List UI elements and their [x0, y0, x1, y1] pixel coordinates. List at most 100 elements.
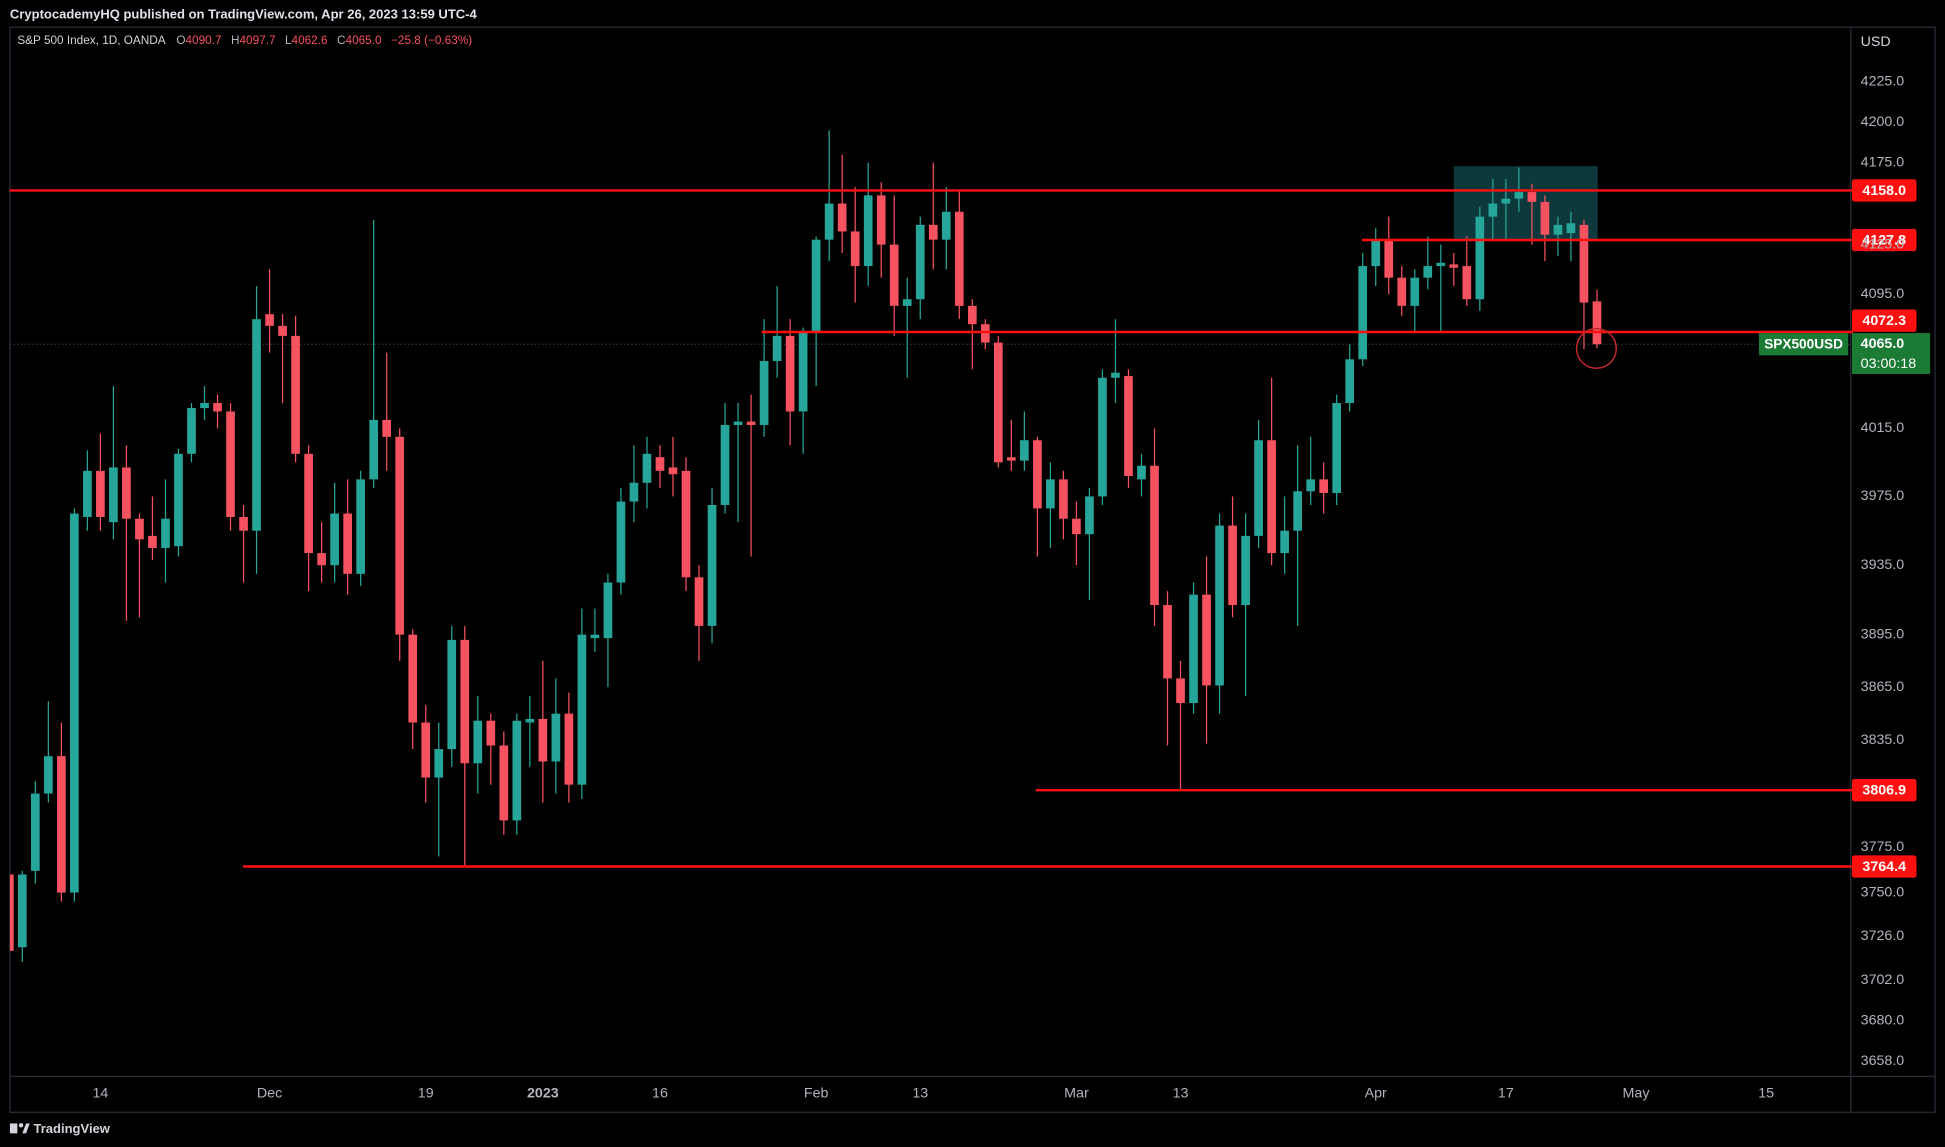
- candle-body: [798, 332, 808, 412]
- candle-body: [252, 319, 261, 531]
- x-tick-label: Mar: [1064, 1085, 1089, 1101]
- candle-body: [1423, 266, 1433, 278]
- legend-key: O: [176, 34, 185, 47]
- candle-body: [161, 518, 170, 548]
- logo-shape: [18, 1123, 24, 1128]
- legend-value: 4065.0: [346, 34, 382, 47]
- level-label: 4158.0: [1862, 183, 1906, 199]
- candle-body: [1488, 203, 1498, 217]
- candle-body: [408, 634, 418, 723]
- candle-body: [720, 424, 730, 505]
- candle-body: [1514, 192, 1524, 199]
- candle-body: [317, 553, 326, 566]
- candle-body: [1397, 277, 1407, 306]
- candle-body: [148, 535, 157, 548]
- candle-body: [434, 749, 444, 778]
- candle-body: [1436, 262, 1446, 267]
- candle-body: [733, 421, 743, 425]
- candle-body: [291, 335, 300, 454]
- candle-body: [668, 467, 678, 475]
- candle-body: [447, 639, 457, 750]
- publisher-text: CryptocademyHQ published on TradingView.…: [10, 6, 478, 21]
- candle-body: [1124, 376, 1133, 476]
- y-tick-label: 3835.0: [1861, 732, 1905, 748]
- candle-body: [629, 482, 639, 502]
- level-label-box: [1851, 309, 1917, 332]
- candle-body: [109, 467, 118, 523]
- x-tick-label: 15: [1758, 1085, 1774, 1101]
- y-tick-label: 3975.0: [1861, 488, 1905, 504]
- x-tick-label: Feb: [804, 1085, 829, 1101]
- candle-body: [785, 335, 795, 412]
- x-tick-label: 14: [92, 1085, 108, 1101]
- candle-body: [1501, 198, 1511, 204]
- candle-body: [824, 203, 834, 240]
- y-tick-label: 3680.0: [1861, 1012, 1905, 1028]
- candle-body: [421, 722, 431, 778]
- candle-body: [928, 224, 938, 240]
- logo-shape: [22, 1123, 30, 1134]
- candle-body: [44, 756, 53, 794]
- candle-body: [590, 634, 600, 639]
- candle-body: [1449, 264, 1459, 268]
- y-tick-label: 3726.0: [1861, 928, 1905, 944]
- candle-body: [538, 718, 548, 762]
- candle-body: [330, 513, 339, 566]
- level-label: 4127.8: [1862, 232, 1906, 248]
- x-tick-label: 13: [1173, 1085, 1189, 1101]
- symbol-label: SPX500USD: [1764, 336, 1843, 351]
- candle-body: [1345, 359, 1355, 404]
- candle-body: [356, 479, 366, 574]
- y-tick-label: 3750.0: [1861, 884, 1905, 900]
- overlay: 4158.0 4127.8 4072.3 3806.9 3764.4 4065.0 03:0…: [1758, 179, 1931, 878]
- candle-body: [265, 314, 274, 326]
- legend-title: S&P 500 Index, 1D, OANDA: [17, 34, 165, 47]
- x-tick-label: 13: [912, 1085, 928, 1101]
- candle-body: [941, 211, 951, 240]
- candle-body: [343, 513, 352, 574]
- current-price-label: 4065.0: [1861, 336, 1905, 352]
- candle-body: [655, 457, 665, 471]
- candle-body: [382, 419, 392, 437]
- candle-body: [57, 756, 66, 893]
- candle-body: [889, 244, 899, 306]
- candle-body: [174, 453, 183, 547]
- candle-body: [1267, 440, 1276, 554]
- candle-body: [512, 720, 522, 821]
- highlight-box: [1453, 166, 1598, 240]
- legend-value: 4062.6: [292, 34, 328, 47]
- x-tick-label: 2023: [527, 1085, 559, 1101]
- candle-body: [850, 231, 860, 267]
- candle-body: [1358, 266, 1368, 360]
- candle-body: [551, 713, 561, 762]
- x-tick-label: 16: [652, 1085, 668, 1101]
- y-tick-label: 3895.0: [1861, 626, 1905, 642]
- y-tick-label: 4225.0: [1861, 74, 1905, 90]
- y-tick-label: 4200.0: [1861, 114, 1905, 130]
- x-tick-label: Apr: [1365, 1085, 1387, 1101]
- level-label-box: [1851, 855, 1917, 878]
- candle-body: [577, 634, 587, 785]
- candle-body: [369, 419, 379, 480]
- candle-body: [1462, 266, 1472, 300]
- candle-body: [1137, 465, 1146, 480]
- candle-body: [954, 211, 964, 306]
- y-tick-label: 3935.0: [1861, 557, 1905, 573]
- candle-body: [239, 516, 248, 531]
- candle-body: [1553, 224, 1563, 235]
- chart-frame: [9, 26, 1936, 1113]
- y-tick-label: 3658.0: [1861, 1053, 1905, 1069]
- candle-body: [1280, 530, 1289, 554]
- legend-value: 4090.7: [186, 34, 222, 47]
- price-axis-unit: USD: [1861, 34, 1891, 50]
- candle-body: [135, 518, 144, 540]
- legend-change: −25.8 (−0.63%): [391, 34, 472, 47]
- candle-body: [1306, 479, 1316, 492]
- candle-body: [1228, 525, 1237, 606]
- candle-body: [1033, 440, 1042, 509]
- candle-body: [1241, 535, 1250, 606]
- candle-body: [473, 720, 483, 764]
- current-price-box: [1851, 333, 1931, 374]
- candle-body: [1579, 224, 1589, 303]
